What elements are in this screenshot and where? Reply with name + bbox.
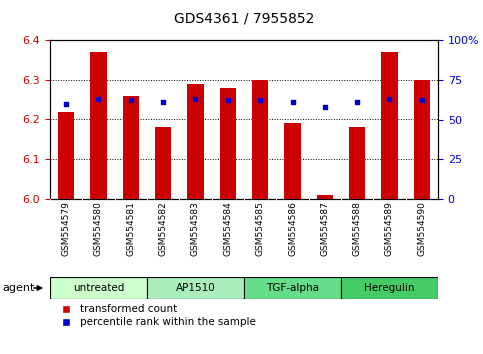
Point [192, 96, 199, 102]
Text: untreated: untreated [73, 283, 124, 293]
Text: GSM554586: GSM554586 [288, 201, 297, 256]
Point [127, 98, 135, 103]
Bar [220, 88, 236, 199]
Text: GSM554584: GSM554584 [223, 201, 232, 256]
FancyBboxPatch shape [147, 277, 244, 299]
Text: Heregulin: Heregulin [364, 283, 415, 293]
Point [256, 98, 264, 103]
Point [62, 101, 70, 107]
Point [95, 96, 102, 102]
Bar [382, 52, 398, 199]
Point [224, 98, 232, 103]
Text: GSM554590: GSM554590 [417, 201, 426, 256]
Text: GSM554585: GSM554585 [256, 201, 265, 256]
Text: GSM554580: GSM554580 [94, 201, 103, 256]
Text: TGF-alpha: TGF-alpha [266, 283, 319, 293]
FancyBboxPatch shape [244, 277, 341, 299]
Point [385, 96, 393, 102]
Bar [414, 80, 430, 199]
Bar [90, 52, 107, 199]
Bar [187, 84, 203, 199]
Point [289, 99, 297, 105]
Bar [284, 124, 300, 199]
Bar [58, 112, 74, 199]
Text: GSM554589: GSM554589 [385, 201, 394, 256]
Bar [349, 127, 365, 199]
FancyBboxPatch shape [50, 277, 147, 299]
Point [159, 99, 167, 105]
Bar [252, 80, 268, 199]
Text: GSM554583: GSM554583 [191, 201, 200, 256]
Text: agent: agent [2, 283, 35, 293]
Text: GSM554582: GSM554582 [159, 201, 168, 256]
Point [321, 104, 329, 110]
Text: GSM554579: GSM554579 [62, 201, 71, 256]
Bar [155, 127, 171, 199]
Text: AP1510: AP1510 [176, 283, 215, 293]
Text: GSM554588: GSM554588 [353, 201, 362, 256]
Text: GSM554587: GSM554587 [320, 201, 329, 256]
Text: GSM554581: GSM554581 [127, 201, 135, 256]
Point [418, 98, 426, 103]
Legend: transformed count, percentile rank within the sample: transformed count, percentile rank withi… [55, 304, 256, 327]
FancyBboxPatch shape [341, 277, 438, 299]
Point [353, 99, 361, 105]
Text: GDS4361 / 7955852: GDS4361 / 7955852 [174, 12, 314, 26]
Bar [123, 96, 139, 199]
Bar [317, 195, 333, 199]
